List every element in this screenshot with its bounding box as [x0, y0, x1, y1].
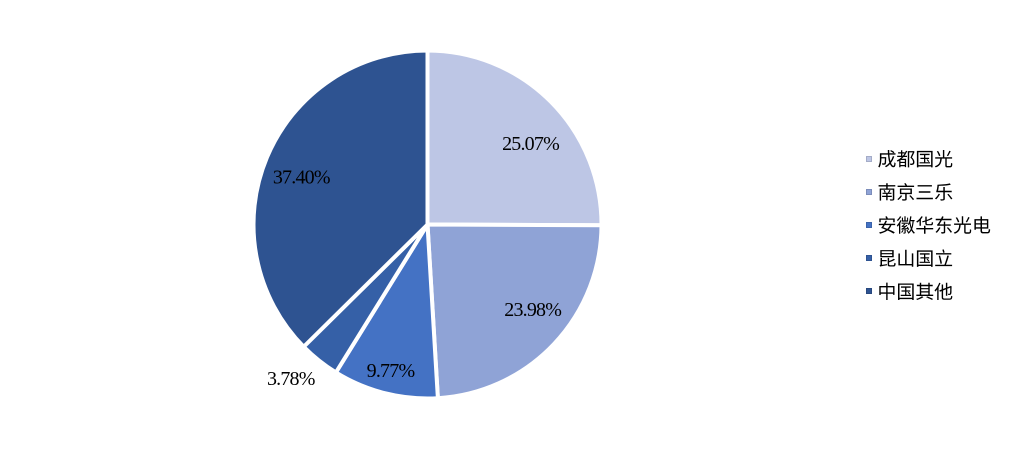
svg-text:23.98%: 23.98% — [504, 299, 561, 321]
svg-text:37.40%: 37.40% — [273, 167, 330, 189]
svg-text:25.07%: 25.07% — [502, 133, 559, 155]
svg-text:9.77%: 9.77% — [367, 360, 415, 382]
svg-text:3.78%: 3.78% — [267, 368, 315, 390]
